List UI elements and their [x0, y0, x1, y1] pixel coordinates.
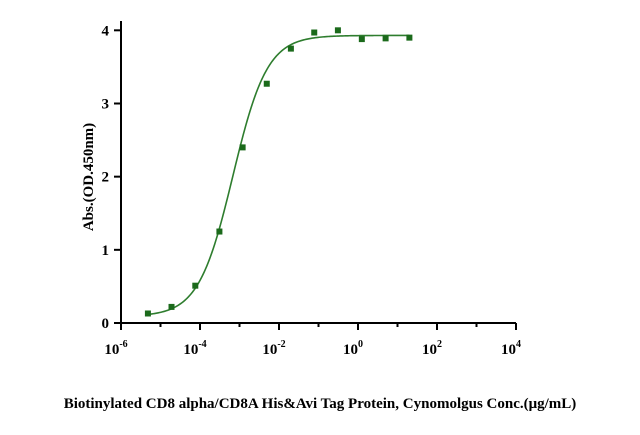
- y-ticks: 0 1 2 3 4: [102, 23, 121, 332]
- data-point: [334, 27, 341, 34]
- x-axis-title: Biotinylated CD8 alpha/CD8A His&Avi Tag …: [64, 396, 577, 412]
- x-tick-label: 104: [501, 339, 521, 358]
- data-point: [192, 282, 199, 289]
- x-tick-label: 100: [343, 339, 363, 358]
- x-tick-label: 10-2: [262, 339, 285, 358]
- y-tick-label: 3: [102, 96, 110, 112]
- y-tick-label: 2: [102, 170, 110, 186]
- data-point: [406, 34, 413, 41]
- data-point: [239, 144, 246, 151]
- data-point: [168, 303, 175, 310]
- data-point: [287, 45, 294, 52]
- fit-curve: [147, 34, 410, 316]
- data-point: [216, 228, 223, 235]
- x-ticks: 10-6 10-4 10-2 100 102 104: [104, 323, 521, 358]
- y-tick-label: 1: [102, 243, 110, 259]
- data-point: [311, 29, 318, 36]
- x-tick-label: 102: [422, 339, 442, 358]
- x-tick-label: 10-4: [183, 339, 206, 358]
- data-point: [382, 35, 389, 42]
- axes: [120, 21, 516, 324]
- x-tick-label: 10-6: [104, 339, 127, 358]
- data-point: [144, 310, 151, 317]
- data-points: [144, 27, 413, 317]
- data-point: [263, 80, 270, 87]
- y-tick-label: 0: [102, 316, 110, 332]
- y-axis-title: Abs.(OD.450nm): [81, 123, 97, 231]
- data-point: [358, 36, 365, 43]
- y-tick-label: 4: [102, 23, 110, 39]
